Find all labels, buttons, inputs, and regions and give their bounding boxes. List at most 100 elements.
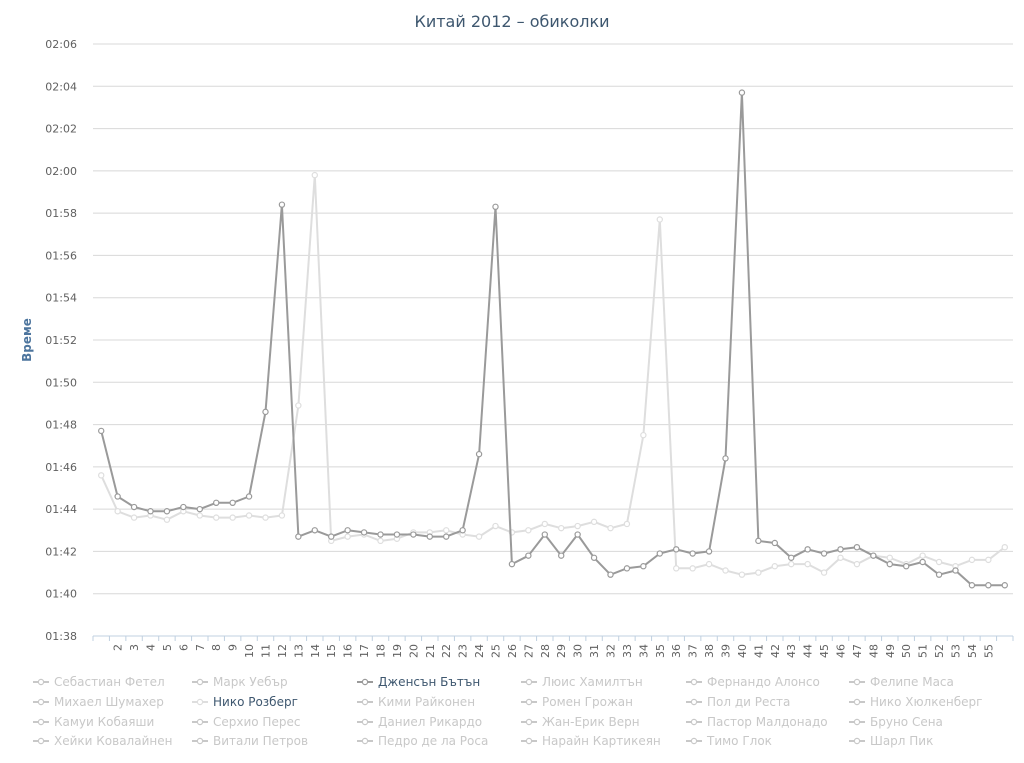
legend-item[interactable]: Фернандо Алонсо <box>686 675 820 689</box>
data-point[interactable] <box>623 520 631 528</box>
legend[interactable]: Себастиан Фетел Марк Уебър Дженсън Бътън Лю… <box>33 675 982 748</box>
data-point[interactable] <box>1001 544 1008 551</box>
data-point[interactable] <box>245 512 253 519</box>
data-point[interactable] <box>870 552 877 559</box>
data-point[interactable] <box>853 544 861 551</box>
data-point[interactable] <box>278 512 286 519</box>
data-point[interactable] <box>98 472 105 479</box>
data-point[interactable] <box>771 563 778 570</box>
data-point[interactable] <box>196 512 203 519</box>
data-point[interactable] <box>180 503 187 511</box>
data-point[interactable] <box>360 529 368 536</box>
legend-item[interactable]: Шарл Пик <box>849 734 933 748</box>
data-point[interactable] <box>262 514 269 521</box>
data-point[interactable] <box>525 527 532 534</box>
data-point[interactable] <box>755 537 762 545</box>
data-point[interactable] <box>295 533 302 540</box>
data-point[interactable] <box>689 565 696 572</box>
data-point[interactable] <box>952 567 959 574</box>
legend-item[interactable]: Даниел Рикардо <box>357 715 482 729</box>
data-point[interactable] <box>853 560 861 568</box>
data-point[interactable] <box>705 548 713 555</box>
data-point[interactable] <box>295 402 302 409</box>
data-point[interactable] <box>344 533 351 540</box>
data-point[interactable] <box>919 558 926 566</box>
legend-item[interactable]: Кими Райконен <box>357 695 475 709</box>
data-point[interactable] <box>311 171 318 179</box>
data-point[interactable] <box>114 508 121 515</box>
data-point[interactable] <box>492 203 499 210</box>
data-point[interactable] <box>673 546 680 553</box>
data-point[interactable] <box>492 522 499 530</box>
data-point[interactable] <box>640 563 647 570</box>
data-point[interactable] <box>656 216 663 223</box>
legend-item[interactable]: Пол ди Реста <box>686 695 790 709</box>
data-point[interactable] <box>804 560 811 568</box>
data-point[interactable] <box>377 537 384 545</box>
data-point[interactable] <box>213 514 220 521</box>
data-point[interactable] <box>541 531 548 538</box>
data-point[interactable] <box>656 550 663 557</box>
data-point[interactable] <box>525 552 532 559</box>
data-point[interactable] <box>147 508 154 515</box>
legend-item[interactable]: Нико Хюлкенберг <box>849 695 982 709</box>
data-point[interactable] <box>673 565 680 572</box>
data-point[interactable] <box>130 503 138 511</box>
data-point[interactable] <box>985 556 992 564</box>
legend-item[interactable]: Себастиан Фетел <box>33 675 165 689</box>
data-point[interactable] <box>114 493 121 500</box>
data-point[interactable] <box>410 531 417 538</box>
data-point[interactable] <box>886 560 893 568</box>
legend-item[interactable]: Камуи Кобаяши <box>33 715 154 729</box>
data-point[interactable] <box>607 571 614 578</box>
data-point[interactable] <box>590 518 598 526</box>
data-point[interactable] <box>837 554 844 561</box>
data-point[interactable] <box>311 527 318 534</box>
data-point[interactable] <box>278 201 286 208</box>
data-point[interactable] <box>262 408 269 416</box>
data-point[interactable] <box>689 550 696 557</box>
data-point[interactable] <box>903 563 910 570</box>
legend-item[interactable]: Фелипе Маса <box>849 675 954 689</box>
legend-item[interactable]: Ромен Грожан <box>521 695 633 709</box>
legend-item[interactable]: Марк Уебър <box>192 675 288 689</box>
legend-item[interactable]: Тимо Глок <box>686 734 772 748</box>
data-point[interactable] <box>705 560 713 568</box>
data-point[interactable] <box>541 520 548 528</box>
legend-item[interactable]: Витали Петров <box>192 734 308 748</box>
data-point[interactable] <box>738 89 746 96</box>
data-point[interactable] <box>475 450 483 458</box>
data-point[interactable] <box>574 522 581 530</box>
data-point[interactable] <box>196 505 203 513</box>
data-point[interactable] <box>755 569 762 576</box>
data-point[interactable] <box>98 427 105 435</box>
legend-item[interactable]: Нарайн Картикеян <box>521 734 661 748</box>
data-point[interactable] <box>985 582 992 589</box>
data-point[interactable] <box>245 493 253 500</box>
data-point[interactable] <box>788 560 795 568</box>
legend-item[interactable]: Люис Хамилтън <box>521 675 643 689</box>
data-point[interactable] <box>213 499 220 506</box>
legend-item[interactable]: Дженсън Бътън <box>357 675 480 689</box>
data-point[interactable] <box>722 567 729 574</box>
data-point[interactable] <box>1001 582 1008 589</box>
data-point[interactable] <box>328 533 335 540</box>
data-point[interactable] <box>804 546 811 553</box>
data-point[interactable] <box>722 455 729 462</box>
legend-item[interactable]: Михаел Шумахер <box>33 695 164 709</box>
data-point[interactable] <box>640 431 647 439</box>
legend-item[interactable]: Хейки Ковалайнен <box>33 734 172 748</box>
data-point[interactable] <box>558 552 565 559</box>
legend-item[interactable]: Жан-Ерик Верн <box>521 715 640 729</box>
data-point[interactable] <box>377 531 384 538</box>
data-point[interactable] <box>623 565 631 572</box>
legend-item[interactable]: Бруно Сена <box>849 715 943 729</box>
data-point[interactable] <box>919 552 926 559</box>
data-point[interactable] <box>344 527 351 534</box>
data-point[interactable] <box>459 527 466 534</box>
data-point[interactable] <box>163 508 171 515</box>
data-point[interactable] <box>426 533 433 540</box>
data-point[interactable] <box>393 531 401 538</box>
data-point[interactable] <box>738 571 746 578</box>
data-point[interactable] <box>229 499 236 506</box>
